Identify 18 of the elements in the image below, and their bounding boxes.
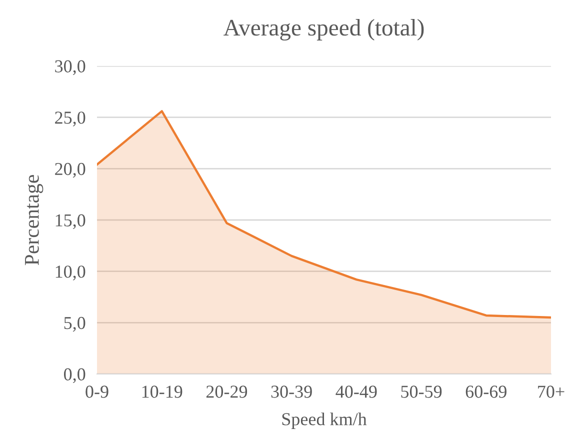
x-tick-label: 60-69 [466,386,506,398]
x-tick-label: 10-19 [142,386,182,398]
x-axis-title: Speed km/h [282,412,367,429]
y-tick-label: 25,0 [55,112,86,126]
x-tick-label: 70+ [538,386,564,398]
x-tick-label: 0-9 [86,386,108,398]
y-tick-label: 0,0 [64,368,86,384]
y-tick-label: 30,0 [55,60,86,76]
x-tick-label: 30-39 [271,386,312,398]
y-axis-title: Percentage [25,175,44,266]
x-tick-label: 20-29 [206,386,248,398]
x-tick-label: 50-59 [401,386,442,398]
chart-title: Average speed (total) [223,19,424,41]
y-tick-label: 15,0 [56,214,86,230]
y-tick-label: 20,0 [55,162,86,178]
y-tick-label: 10,0 [56,266,86,280]
x-tick-label: 40-49 [336,386,377,398]
y-tick-label: 5,0 [64,316,86,332]
